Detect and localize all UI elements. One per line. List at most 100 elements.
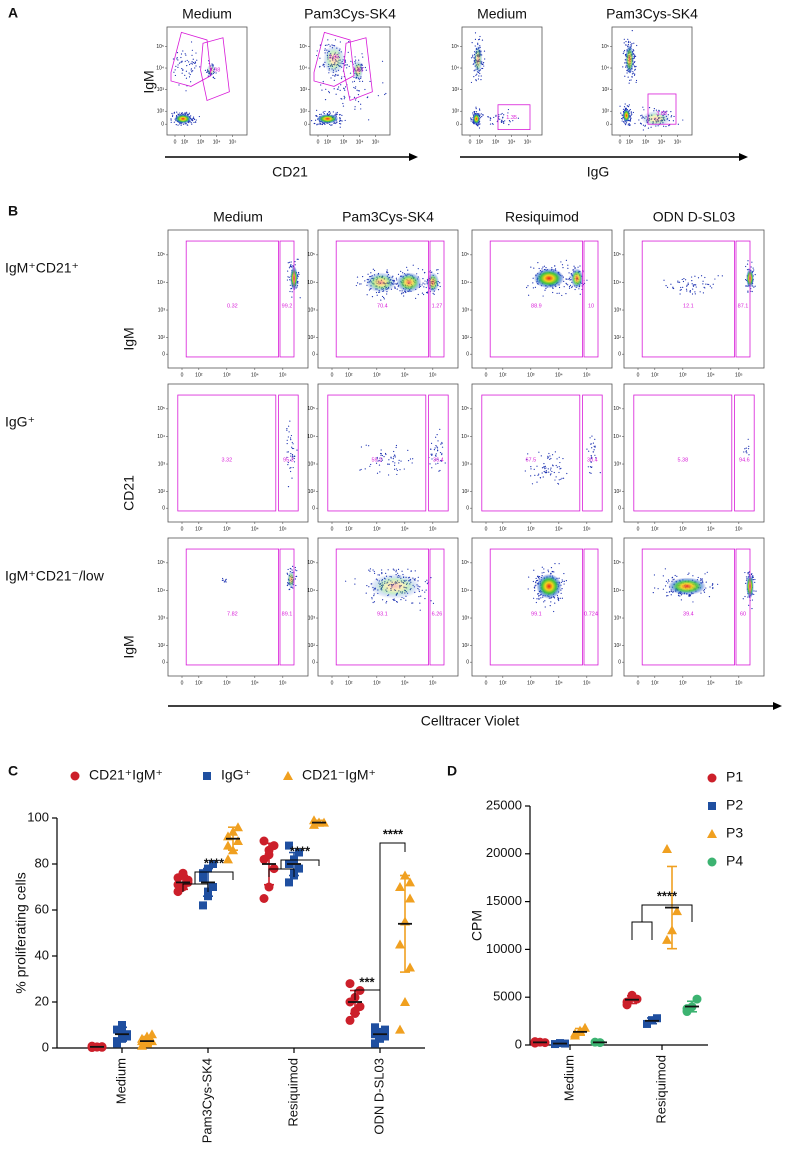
event-dot [441, 446, 444, 448]
y-tick-label: 0 [304, 122, 307, 128]
event-dot [751, 599, 754, 601]
event-dot [472, 121, 474, 123]
gate [327, 394, 427, 512]
event-dot [194, 61, 196, 63]
event-dot [692, 284, 694, 286]
event-dot [190, 41, 193, 43]
event-dot [562, 457, 564, 460]
marker [147, 1029, 157, 1039]
event-dot [430, 442, 433, 444]
event-dot [286, 572, 288, 574]
density [625, 44, 634, 74]
event-dot [355, 86, 357, 88]
event-dot [745, 447, 747, 449]
density [641, 111, 671, 127]
y-tick-label: 10³ [308, 307, 316, 313]
event-dot [742, 598, 744, 600]
gate-percent: 10 [588, 303, 594, 309]
marker [662, 844, 672, 854]
gate [641, 548, 736, 666]
event-dot [540, 597, 542, 599]
event-dot [626, 72, 628, 74]
event-dot [190, 69, 192, 71]
event-dot [747, 448, 750, 450]
event-dot [366, 96, 368, 99]
y-tick-label: 10⁴ [461, 588, 469, 594]
event-dot [176, 52, 179, 54]
event-dot [470, 57, 473, 59]
event-dot [746, 263, 749, 265]
event-dot [386, 269, 388, 271]
event-dot [188, 72, 190, 74]
event-dot [199, 66, 201, 68]
event-dot [666, 286, 669, 289]
event-dot [359, 283, 361, 285]
event-dot [481, 114, 484, 116]
event-dot [554, 451, 556, 453]
x-tick-label: 10⁵ [583, 680, 591, 686]
event-dot [668, 591, 670, 593]
event-dot [477, 78, 480, 80]
x-tick-label: 10³ [223, 372, 231, 378]
event-dot [704, 573, 706, 575]
event-dot [750, 266, 752, 268]
event-dot [425, 589, 427, 591]
y-tick-label: 10⁴ [613, 588, 621, 594]
event-dot [289, 290, 291, 293]
event-dot [543, 466, 545, 469]
marker [295, 864, 303, 873]
event-dot [195, 119, 197, 121]
event-dot [682, 280, 685, 283]
event-dot [657, 588, 659, 590]
event-dot [751, 261, 753, 263]
event-dot [369, 568, 372, 570]
event-dot [590, 461, 592, 463]
event-dot [547, 455, 549, 457]
event-dot [679, 293, 681, 295]
event-dot [687, 282, 689, 284]
event-dot [547, 457, 549, 459]
event-dot [391, 282, 393, 285]
event-dot [192, 61, 195, 64]
y-tick-label: 0 [466, 660, 469, 666]
event-dot [745, 582, 747, 584]
y-tick-label: 0 [161, 122, 164, 128]
event-dot [627, 76, 629, 78]
event-dot [330, 77, 332, 79]
marker [627, 990, 637, 1000]
event-dot [527, 453, 529, 455]
plot-frame [317, 229, 459, 369]
event-dot [355, 99, 357, 101]
event-dot [186, 124, 188, 126]
event-dot [180, 124, 182, 126]
event-dot [694, 291, 696, 293]
event-dot [627, 106, 630, 108]
event-dot [543, 466, 545, 468]
event-dot [435, 463, 437, 465]
event-dot [322, 63, 324, 65]
marker [137, 1040, 147, 1050]
event-dot [439, 428, 441, 430]
event-dot [700, 579, 703, 581]
event-dot [360, 283, 362, 285]
event-dot [471, 42, 473, 44]
event-dot [751, 607, 753, 610]
event-dot [590, 455, 592, 457]
event-dot [503, 122, 505, 124]
event-dot [622, 52, 624, 55]
event-dot [340, 120, 342, 122]
event-dot [383, 456, 385, 458]
event-dot [630, 117, 632, 119]
event-dot [286, 427, 288, 430]
y-tick-label: 10² [462, 643, 470, 649]
event-dot [489, 119, 491, 121]
event-dot [375, 291, 378, 294]
event-dot [507, 112, 509, 114]
x-tick-label: 10³ [373, 680, 381, 686]
marker [405, 962, 415, 972]
event-dot [592, 451, 594, 453]
flow-plot: 0 0 10² 10² 10³ 10³ 10⁴ 10⁴ 10⁵ 10⁵ 1.35 [451, 26, 543, 145]
event-dot [700, 275, 703, 277]
y-tick-label: 10³ [452, 87, 460, 93]
